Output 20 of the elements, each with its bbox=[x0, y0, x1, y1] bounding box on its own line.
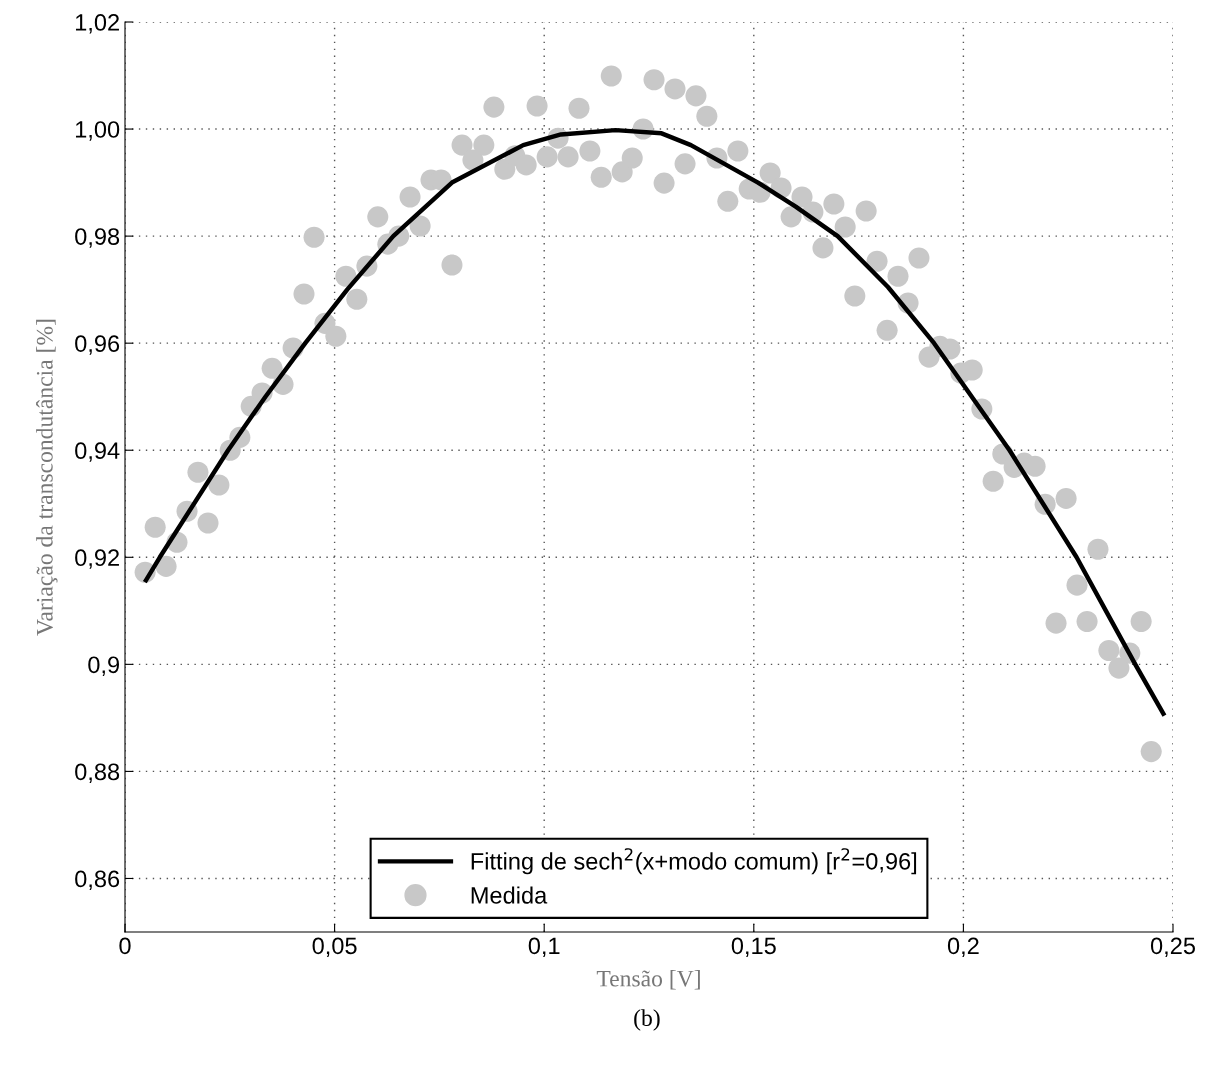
x-tick-label: 0,25 bbox=[1150, 937, 1195, 957]
y-tick-label: 0,86 bbox=[75, 870, 120, 891]
legend-label: Fitting de sech$^{2}$(x+modo comum) [r$^{2}$=0,96] bbox=[471, 848, 917, 875]
y-tick-label: 0,92 bbox=[75, 549, 119, 569]
y-tick-label: 1,00 bbox=[75, 121, 120, 141]
x-tick-label: 0,2 bbox=[947, 937, 979, 957]
text: (b) bbox=[634, 1009, 660, 1031]
legend-label: Medida bbox=[471, 886, 548, 904]
x-tick-label: 0,05 bbox=[312, 937, 357, 957]
y-tick-label: 0,88 bbox=[75, 763, 120, 783]
y-tick-label: 0,9 bbox=[88, 656, 120, 676]
y-tick-label: 1,02 bbox=[75, 14, 119, 34]
x-tick-label: 0,1 bbox=[528, 937, 560, 957]
y-tick-label: 0,96 bbox=[75, 335, 120, 355]
x-axis-title: Tensão [V] bbox=[596, 969, 700, 990]
y-axis-title: Variação da transcondutância [%] bbox=[36, 319, 58, 636]
y-tick-label: 0,94 bbox=[75, 442, 120, 462]
y-tick-label: 0,98 bbox=[75, 228, 120, 248]
x-tick-label: 0 bbox=[119, 937, 131, 955]
x-tick-label: 0,15 bbox=[731, 937, 776, 957]
